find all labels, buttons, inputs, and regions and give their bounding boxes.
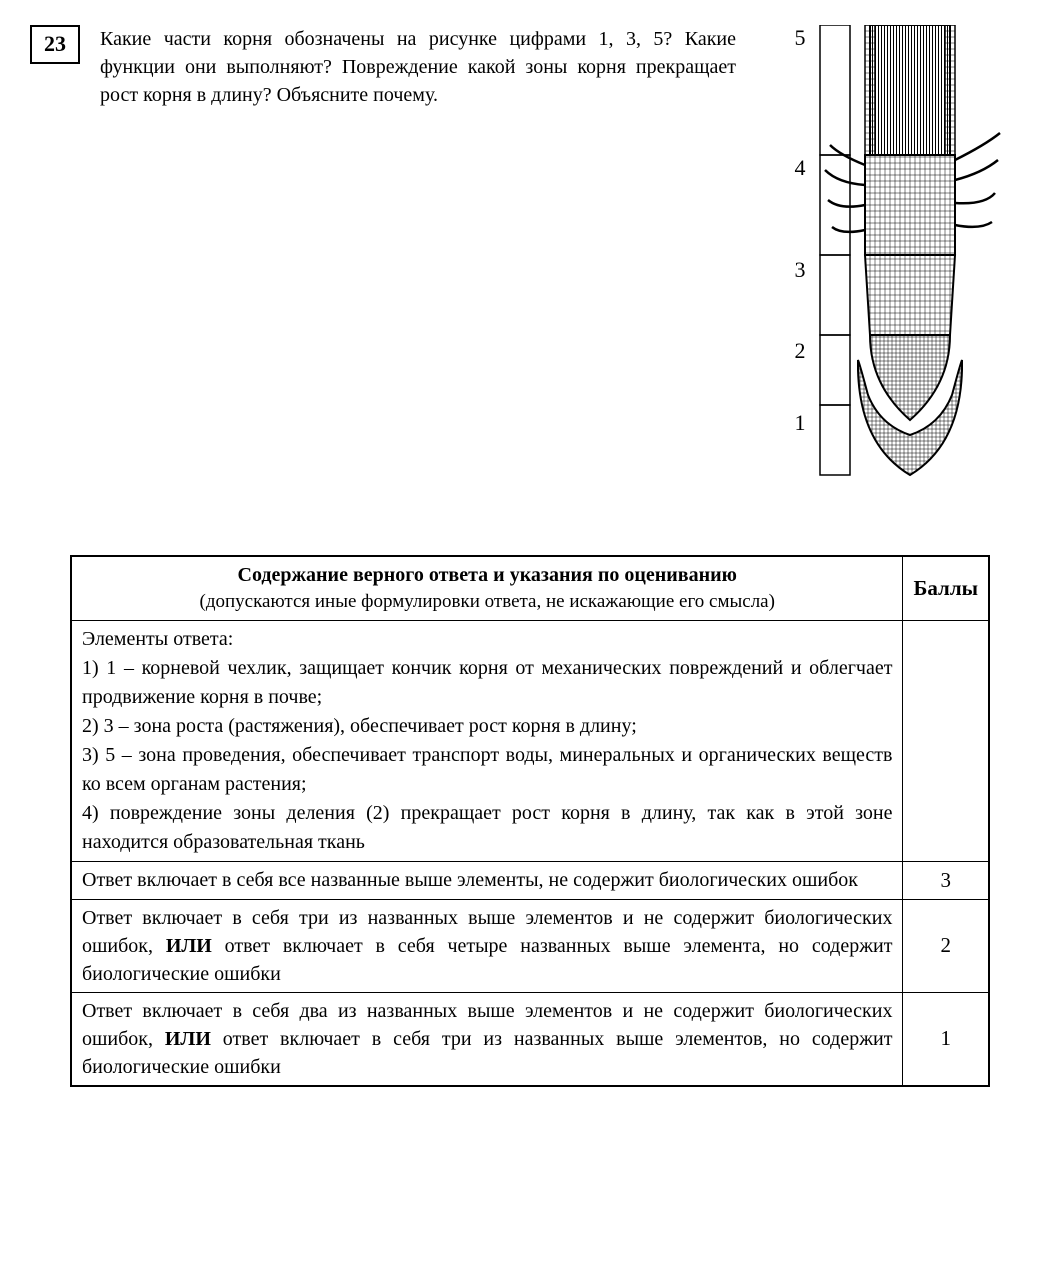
- diagram-label-1: 1: [795, 410, 806, 435]
- rubric-answer-cell: Элементы ответа: 1) 1 – корневой чехлик,…: [71, 620, 903, 861]
- answer-item-4: 4) повреждение зоны деления (2) прекраща…: [82, 799, 892, 857]
- rubric-row-1pt: Ответ включает в себя два из названных в…: [71, 992, 989, 1086]
- question-number-box: 23: [30, 25, 80, 64]
- diagram-label-5: 5: [795, 25, 806, 50]
- question-block: Какие части корня обозначены на рисунке …: [100, 25, 1030, 505]
- rubric-answer-score: [903, 620, 989, 861]
- rubric-table: Содержание верного ответа и указания по …: [70, 555, 990, 1087]
- rubric-score-3: 3: [903, 861, 989, 899]
- question-text: Какие части корня обозначены на рисунке …: [100, 25, 736, 505]
- answer-item-3: 3) 5 – зона проведения, обеспечивает тра…: [82, 741, 892, 799]
- question-number: 23: [44, 31, 66, 56]
- rubric-row-3pts: Ответ включает в себя все названные выше…: [71, 861, 989, 899]
- diagram-label-2: 2: [795, 338, 806, 363]
- rubric-criteria-1: Ответ включает в себя два из названных в…: [71, 992, 903, 1086]
- rubric-criteria-3: Ответ включает в себя все названные выше…: [71, 861, 903, 899]
- rubric-container: Содержание верного ответа и указания по …: [30, 555, 1030, 1087]
- answer-item-1: 1) 1 – корневой чехлик, защищает кончик …: [82, 654, 892, 712]
- rubric-header-score: Баллы: [903, 556, 989, 620]
- answer-item-2: 2) 3 – зона роста (растяжения), обеспечи…: [82, 712, 892, 741]
- root-zone-2: [870, 335, 950, 420]
- rubric-header-cell: Содержание верного ответа и указания по …: [71, 556, 903, 620]
- rubric-header-sub: (допускаются иные формулировки ответа, н…: [82, 589, 892, 616]
- rubric-score-1: 1: [903, 992, 989, 1086]
- diagram-label-3: 3: [795, 257, 806, 282]
- diagram-label-4: 4: [795, 155, 806, 180]
- rubric-score-2: 2: [903, 899, 989, 992]
- root-diagram: 5 4 3 2 1: [760, 25, 1030, 505]
- answer-intro: Элементы ответа:: [82, 625, 892, 654]
- rubric-row-2pts: Ответ включает в себя три из названных в…: [71, 899, 989, 992]
- root-zone-5: [865, 25, 955, 155]
- rubric-answer-row: Элементы ответа: 1) 1 – корневой чехлик,…: [71, 620, 989, 861]
- question-header: 23 Какие части корня обозначены на рисун…: [30, 25, 1030, 505]
- root-svg: 5 4 3 2 1: [760, 25, 1030, 505]
- rubric-criteria-2: Ответ включает в себя три из названных в…: [71, 899, 903, 992]
- rubric-header-main: Содержание верного ответа и указания по …: [82, 561, 892, 589]
- root-zone-3: [865, 255, 955, 335]
- rubric-header-row: Содержание верного ответа и указания по …: [71, 556, 989, 620]
